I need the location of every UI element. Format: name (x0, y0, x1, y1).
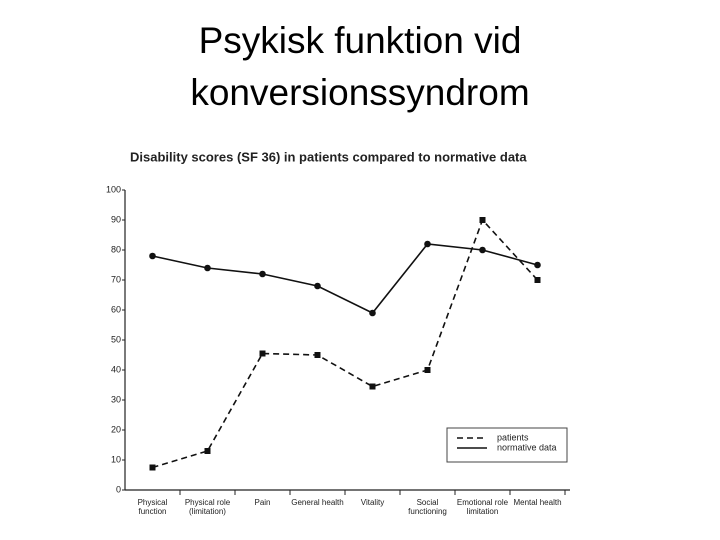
marker (204, 448, 211, 454)
slide-title: Psykisk funktion vid (198, 20, 522, 61)
marker (534, 277, 541, 283)
x-tick-label: Mental health (513, 498, 562, 507)
legend-label: normative data (497, 442, 557, 452)
marker (204, 264, 211, 272)
chart-title: Disability scores (SF 36) in patients co… (130, 149, 527, 164)
x-tick-label: General health (291, 498, 344, 507)
marker (314, 352, 321, 358)
marker (259, 350, 266, 357)
marker (424, 367, 431, 373)
marker (479, 246, 486, 254)
y-tick-label: 100 (106, 184, 121, 194)
y-tick-label: 80 (111, 244, 121, 254)
marker (534, 261, 541, 269)
legend-label: patients (497, 432, 529, 442)
marker (314, 282, 321, 290)
x-tick-label: Physical role (limitation) (184, 498, 231, 516)
y-tick-label: 20 (111, 424, 121, 434)
y-tick-label: 50 (111, 334, 121, 344)
y-tick-label: 90 (111, 214, 121, 224)
x-tick-label: Physical function (137, 498, 168, 516)
y-tick-label: 60 (111, 304, 121, 314)
series-line (152, 243, 538, 315)
marker (369, 309, 376, 317)
legend-box (446, 427, 568, 463)
slide-title: konversionssyndrom (190, 72, 530, 113)
y-tick-label: 30 (111, 394, 121, 404)
marker (149, 252, 156, 260)
y-tick-label: 10 (111, 454, 121, 464)
y-tick-label: 0 (116, 484, 121, 494)
marker (259, 270, 266, 278)
x-tick-label: Social functioning (408, 498, 447, 516)
x-tick-label: Vitality (360, 498, 385, 507)
marker (424, 240, 431, 248)
y-tick-label: 70 (111, 274, 121, 284)
marker (479, 217, 486, 223)
x-tick-label: Pain (254, 498, 271, 507)
marker (369, 383, 376, 390)
marker (149, 464, 156, 471)
y-tick-label: 40 (111, 364, 121, 374)
x-tick-label: Emotional role limitation (456, 498, 509, 516)
